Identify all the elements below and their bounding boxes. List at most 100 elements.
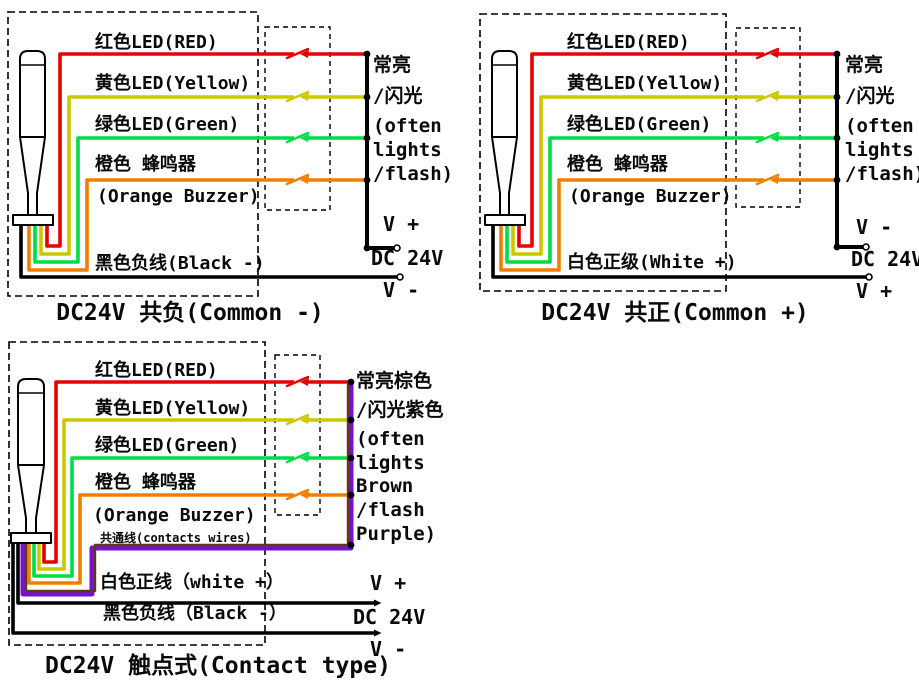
d1-vplus-label: V + — [383, 212, 420, 236]
d1-signal-tower — [12, 50, 54, 226]
d3-orange-switch-lever — [285, 488, 310, 501]
d3-contacts-wire-label: 共通线(contacts wires) — [100, 531, 252, 545]
d3-signal-tower — [10, 378, 52, 544]
d3-mode-note-line: 常亮棕色 — [356, 370, 433, 392]
d3-caption: DC24V 触点式(Contact type) — [45, 653, 391, 679]
d3-yellow-switch-arrow-icon — [300, 416, 309, 424]
d1-green-wire — [33, 136, 294, 264]
d1-orange-switch-lever — [285, 173, 310, 186]
d2-green-wire-label: 绿色LED(Green) — [567, 114, 712, 135]
d3-red-wire-label: 红色LED(RED) — [95, 360, 218, 381]
d2-orange-switch-lever — [755, 173, 780, 186]
d3-mode-note-line: (often — [356, 428, 425, 450]
d1-mode-note-line: /闪光 — [373, 85, 423, 107]
d2-green-switch-arrow-icon — [770, 134, 779, 142]
d2-buzzer-label-cn: 橙色 蜂鸣器 — [567, 154, 668, 175]
diagram-contact-type — [8, 341, 382, 646]
d3-purple-common-wire — [20, 382, 354, 597]
d3-yellow-wire — [37, 418, 294, 571]
d1-orange-wire — [27, 178, 294, 272]
d3-red-wire — [42, 380, 294, 564]
d1-outer-dashed-box — [7, 11, 259, 297]
d1-black-wire-label: 黑色负线(Black -) — [95, 253, 265, 274]
d1-black-wire — [19, 222, 397, 279]
d3-black-wire-label: 黑色负线（Black -） — [103, 603, 287, 624]
d3-vplus-label: V + — [370, 571, 407, 595]
d2-outer-dashed-box — [479, 13, 727, 292]
d3-mode-note-line: Brown — [356, 475, 414, 497]
d2-buzzer-label-en: (Orange Buzzer) — [569, 186, 732, 207]
d2-mode-note-line: lights — [845, 139, 914, 161]
d3-green-wire-label: 绿色LED(Green) — [95, 435, 240, 456]
d2-mode-note-line: (often — [845, 115, 914, 137]
d3-mode-note-line: Purple) — [356, 523, 437, 545]
d2-red-switch-arrow-icon — [770, 50, 779, 58]
d1-orange-switch-arrow-icon — [300, 176, 309, 184]
d1-caption: DC24V 共负(Common -) — [56, 300, 324, 326]
d2-red-switch-lever — [755, 47, 780, 60]
d1-yellow-switch-lever — [285, 90, 310, 103]
d3-red-switch-arrow-icon — [300, 378, 309, 386]
d1-supply-label: DC 24V — [371, 246, 444, 270]
d1-yellow-wire — [39, 95, 294, 256]
d3-white-wire-label: 白色正线（white +） — [100, 572, 284, 593]
d2-vminus-terminal — [862, 243, 870, 251]
d1-red-switch-arrow-icon — [300, 50, 309, 58]
d2-caption: DC24V 共正(Common +) — [541, 300, 809, 326]
d3-buzzer-label-cn: 橙色 蜂鸣器 — [95, 472, 196, 493]
d2-mode-note-line: /flash) — [845, 163, 919, 185]
d2-orange-wire — [499, 178, 764, 272]
d3-green-wire — [32, 456, 294, 578]
d1-vminus-terminal — [396, 273, 404, 281]
d3-green-switch-lever — [285, 451, 310, 464]
d3-vplus-terminal — [374, 599, 382, 607]
d2-yellow-switch-lever — [755, 90, 780, 103]
d2-white-wire-label: 白色正级(White +) — [567, 252, 737, 273]
d2-vminus-label: V - — [856, 215, 893, 239]
d3-green-switch-arrow-icon — [300, 454, 309, 462]
d3-yellow-switch-lever — [285, 413, 310, 426]
d2-supply-label: DC 24V — [851, 247, 919, 271]
d3-mode-note-line: /flash — [356, 499, 425, 521]
d3-black-wire — [11, 541, 374, 635]
d1-mode-note-line: lights — [373, 139, 442, 161]
d2-green-switch-lever — [755, 131, 780, 144]
d1-green-wire-label: 绿色LED(Green) — [95, 114, 240, 135]
d2-switch-dashed-box — [735, 27, 801, 208]
d2-red-wire — [517, 52, 764, 248]
d3-brown-common-wire — [24, 384, 350, 593]
d3-mode-note-line: /闪光紫色 — [356, 399, 444, 421]
d2-yellow-switch-arrow-icon — [770, 93, 779, 101]
d1-green-switch-arrow-icon — [300, 134, 309, 142]
d1-buzzer-label-en: (Orange Buzzer) — [97, 186, 260, 207]
d2-yellow-wire-label: 黄色LED(Yellow) — [567, 73, 723, 94]
d1-switch-dashed-box — [264, 26, 331, 211]
d3-white-wire — [16, 541, 374, 605]
d3-orange-wire — [27, 493, 294, 585]
d1-yellow-switch-arrow-icon — [300, 93, 309, 101]
d3-yellow-wire-label: 黄色LED(Yellow) — [95, 398, 251, 419]
d1-red-wire-label: 红色LED(RED) — [95, 32, 218, 53]
d2-vplus-label: V + — [856, 279, 893, 303]
d3-supply-label: DC 24V — [353, 605, 426, 629]
d1-mode-note-line: 常亮 — [373, 54, 412, 76]
d3-junction-dots — [347, 378, 355, 549]
d2-yellow-wire — [511, 95, 764, 256]
d2-mode-note-line: /闪光 — [845, 85, 895, 107]
d1-mode-note-line: (often — [373, 115, 442, 137]
diagram-common-positive — [479, 13, 873, 292]
d3-mode-note-line: lights — [356, 452, 425, 474]
d3-switch-dashed-box — [274, 354, 321, 516]
d1-buzzer-label-cn: 橙色 蜂鸣器 — [95, 154, 196, 175]
d1-vplus-terminal — [393, 244, 401, 252]
d3-vminus-terminal — [374, 629, 382, 637]
d2-red-wire-label: 红色LED(RED) — [567, 32, 690, 53]
d2-green-wire — [505, 136, 764, 264]
diagram-common-negative — [7, 11, 404, 297]
d2-junction-dots — [833, 50, 841, 251]
d3-red-switch-lever — [285, 375, 310, 388]
d1-green-switch-lever — [285, 131, 310, 144]
d2-orange-switch-arrow-icon — [770, 176, 779, 184]
